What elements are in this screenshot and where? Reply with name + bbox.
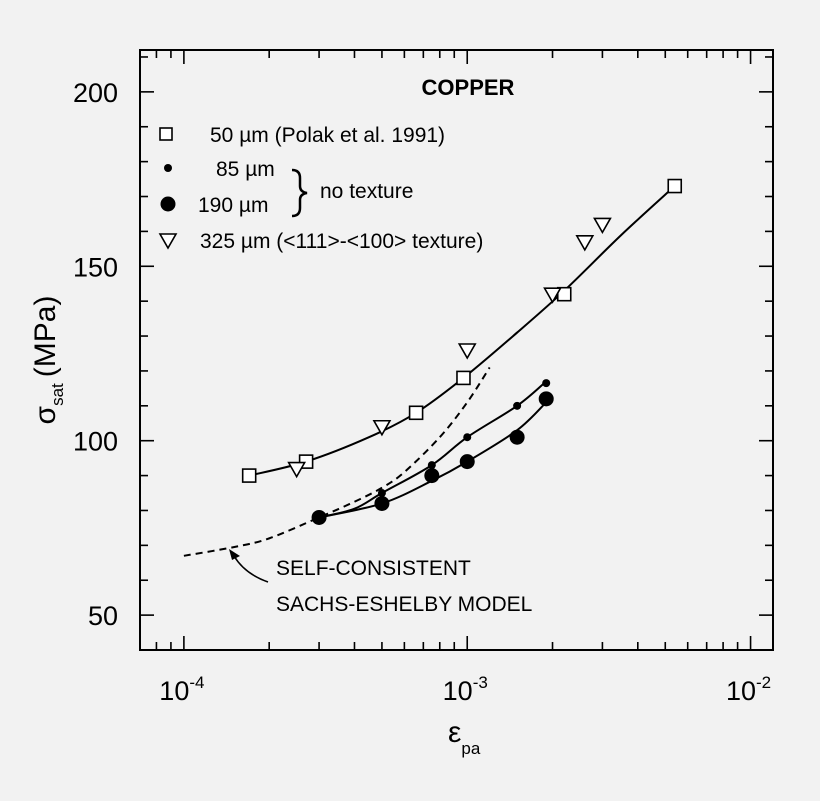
marker-triangle bbox=[372, 419, 392, 437]
legend-marker-190um bbox=[160, 196, 176, 212]
axis-ticks bbox=[139, 50, 773, 651]
y-tick-label: 50 bbox=[88, 601, 118, 631]
data-markers bbox=[241, 178, 683, 525]
legend-label-50um: 50 µm (Polak et al. 1991) bbox=[210, 124, 445, 147]
y-tick-label: 100 bbox=[73, 427, 118, 457]
x-tick-label: 10-4 bbox=[159, 673, 204, 706]
model-annotation: SELF-CONSISTENT SACHS-ESHELBY MODEL bbox=[229, 549, 532, 616]
legend-marker-325um bbox=[158, 233, 178, 250]
x-tick-label: 10-2 bbox=[726, 673, 771, 706]
y-axis-subscript: sat bbox=[48, 383, 67, 406]
y-axis-unit: (MPa) bbox=[29, 296, 62, 378]
marker-small-dot bbox=[463, 433, 472, 442]
marker-triangle bbox=[287, 461, 307, 479]
marker-large-dot bbox=[459, 454, 475, 470]
x-tick-label: 10-3 bbox=[443, 673, 488, 706]
marker-large-dot bbox=[509, 429, 525, 445]
x-tick-base: 10 bbox=[443, 676, 473, 706]
marker-small-dot bbox=[513, 401, 522, 410]
marker-triangle bbox=[543, 287, 562, 304]
legend-marker-50um bbox=[159, 127, 173, 141]
model-curve bbox=[183, 366, 491, 557]
x-axis-symbol: ε bbox=[448, 716, 461, 749]
x-tick-base: 10 bbox=[159, 676, 189, 706]
legend: 50 µm (Polak et al. 1991) 85 µm 190 µm n… bbox=[158, 124, 483, 253]
x-tick-labels: 10-4 10-3 10-2 bbox=[159, 673, 771, 706]
x-tick-exponent: -3 bbox=[473, 673, 488, 692]
marker-large-dot bbox=[538, 391, 554, 407]
marker-square bbox=[456, 370, 471, 386]
chart-title: COPPER bbox=[422, 75, 515, 100]
marker-large-dot bbox=[374, 495, 390, 511]
marker-square bbox=[667, 178, 683, 194]
marker-small-dot bbox=[377, 489, 386, 498]
legend-group-label: no texture bbox=[320, 180, 413, 203]
marker-square bbox=[241, 468, 257, 483]
x-axis-title: εpa bbox=[448, 716, 481, 758]
plot-frame bbox=[139, 49, 774, 651]
legend-brace bbox=[291, 168, 308, 218]
legend-label-325um: 325 µm (<111>-<100> texture) bbox=[200, 230, 483, 253]
legend-marker-85um bbox=[164, 164, 172, 172]
marker-square bbox=[408, 405, 424, 421]
y-axis-symbol: σ bbox=[29, 405, 62, 424]
marker-triangle bbox=[593, 217, 612, 235]
annotation-arrowhead bbox=[229, 549, 240, 560]
legend-label-190um: 190 µm bbox=[198, 194, 268, 217]
marker-triangle bbox=[575, 235, 595, 252]
marker-triangle bbox=[457, 343, 477, 360]
marker-large-dot bbox=[311, 509, 327, 525]
marker-large-dot bbox=[424, 468, 440, 484]
y-tick-label: 200 bbox=[73, 78, 118, 108]
x-axis-subscript: pa bbox=[461, 739, 480, 758]
marker-small-dot bbox=[542, 379, 551, 388]
x-tick-exponent: -4 bbox=[189, 673, 204, 692]
marker-small-dot bbox=[427, 461, 436, 470]
y-tick-label: 150 bbox=[73, 252, 118, 282]
x-tick-exponent: -2 bbox=[756, 673, 771, 692]
x-tick-base: 10 bbox=[726, 676, 756, 706]
fit-curve bbox=[318, 401, 547, 519]
annotation-arrow bbox=[233, 555, 269, 583]
y-tick-labels: 50 100 150 200 bbox=[73, 78, 118, 631]
annotation-line-2: SACHS-ESHELBY MODEL bbox=[276, 593, 532, 616]
y-axis-title: σsat (MPa) bbox=[29, 296, 67, 425]
legend-label-85um: 85 µm bbox=[216, 158, 275, 181]
annotation-line-1: SELF-CONSISTENT bbox=[276, 557, 471, 580]
